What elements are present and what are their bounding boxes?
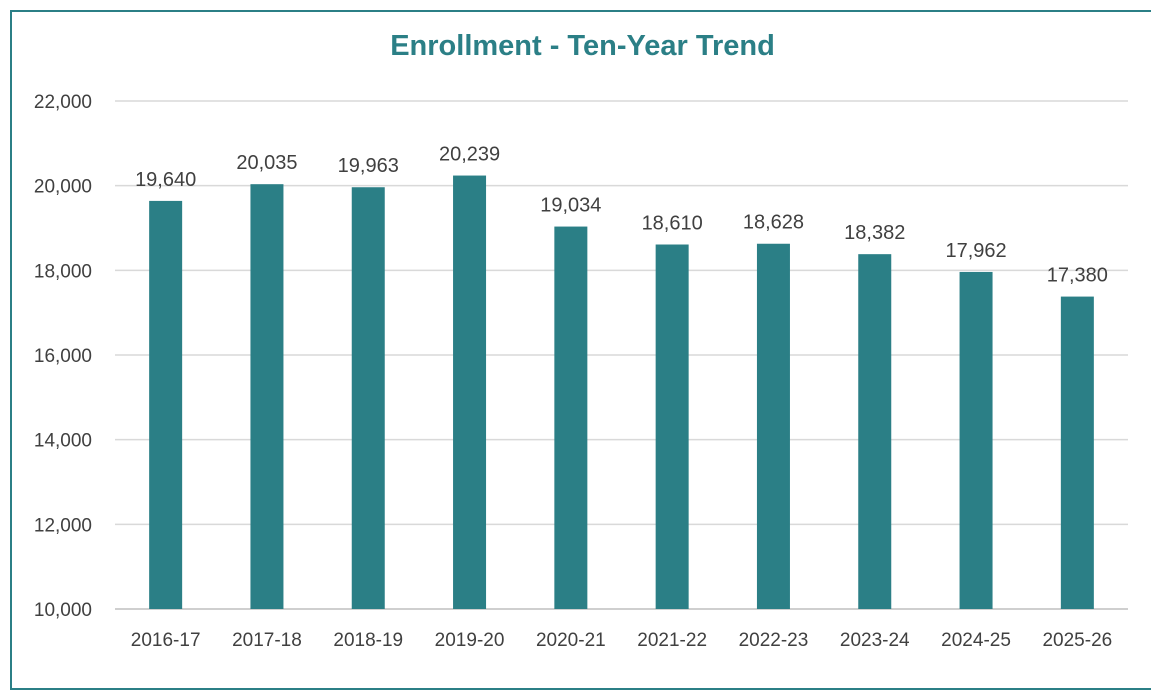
x-tick-label: 2021-22 <box>637 630 707 651</box>
x-tick-label: 2023-24 <box>840 630 910 651</box>
data-label: 20,035 <box>236 152 297 174</box>
data-label: 19,034 <box>540 195 601 217</box>
x-tick-label: 2020-21 <box>536 630 606 651</box>
y-tick-label: 10,000 <box>34 600 92 621</box>
x-tick-label: 2019-20 <box>435 630 505 651</box>
data-label: 19,963 <box>338 155 399 177</box>
x-tick-label: 2018-19 <box>333 630 403 651</box>
data-label: 17,962 <box>945 240 1006 262</box>
bar-2022-23 <box>756 243 790 610</box>
bar-2020-21 <box>554 226 588 609</box>
bar-2023-24 <box>858 254 892 610</box>
bar-2017-18 <box>250 184 284 609</box>
x-tick-label: 2024-25 <box>941 630 1011 651</box>
bar-2018-19 <box>351 187 385 609</box>
x-tick-label: 2025-26 <box>1042 630 1112 651</box>
x-tick-label: 2022-23 <box>739 630 809 651</box>
bar-2025-26 <box>1060 296 1094 609</box>
y-tick-label: 12,000 <box>34 515 92 536</box>
data-label: 18,382 <box>844 222 905 244</box>
y-tick-label: 22,000 <box>34 92 92 113</box>
x-tick-label: 2016-17 <box>131 630 201 651</box>
bar-2019-20 <box>453 175 487 609</box>
bar-2021-22 <box>655 244 689 609</box>
y-tick-label: 14,000 <box>34 431 92 452</box>
y-tick-label: 16,000 <box>34 346 92 367</box>
data-label: 20,239 <box>439 144 500 166</box>
data-label: 18,610 <box>642 213 703 235</box>
chart-title: Enrollment - Ten-Year Trend <box>390 30 775 62</box>
y-tick-label: 18,000 <box>34 261 92 282</box>
data-label: 17,380 <box>1047 265 1108 287</box>
bar-chart: 10,000 12,000 14,000 16,000 18,000 20,000 22,0… <box>34 92 1128 651</box>
y-tick-label: 20,000 <box>34 177 92 198</box>
data-label: 19,640 <box>135 169 196 191</box>
x-tick-label: 2017-18 <box>232 630 302 651</box>
bar-2016-17 <box>149 200 183 609</box>
chart-frame: Enrollment - Ten-Year Trend 10,000 12,000… <box>10 10 1151 690</box>
bar-2024-25 <box>959 271 993 609</box>
data-label: 18,628 <box>743 212 804 234</box>
